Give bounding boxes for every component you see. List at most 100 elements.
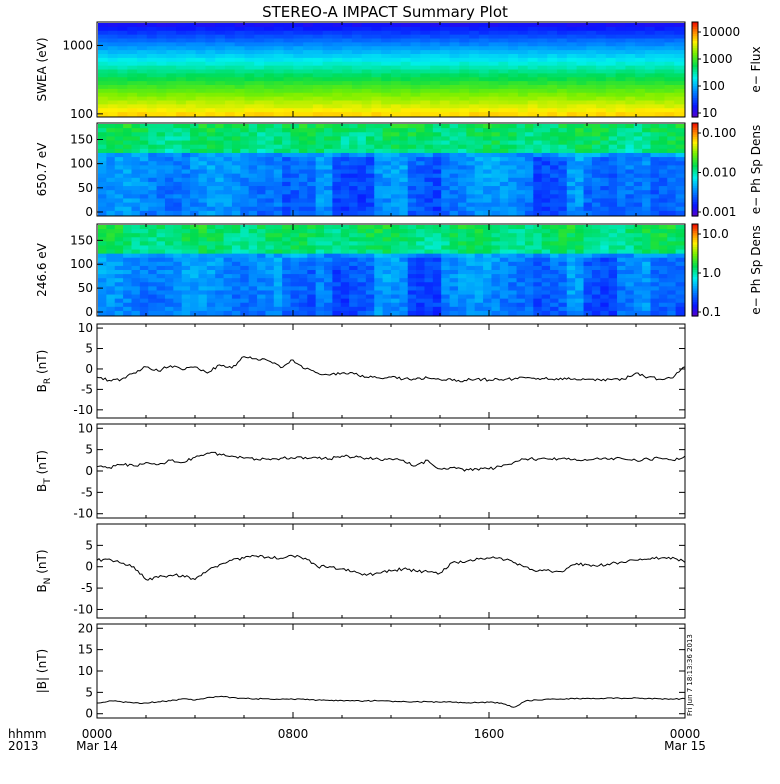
heatmap-cell (642, 210, 652, 216)
heatmap-cell (244, 54, 255, 59)
heatmap-cell (206, 140, 216, 146)
heatmap-cell (315, 245, 325, 251)
heatmap-cell (190, 225, 200, 230)
heatmap-cell (566, 294, 576, 300)
heatmap-cell (265, 237, 275, 242)
heatmap-cell (625, 38, 636, 43)
heatmap-cell (644, 77, 656, 82)
heatmap-cell (139, 241, 149, 247)
heatmap-cell (381, 81, 392, 86)
heatmap-cell (298, 253, 308, 259)
heatmap-cell (407, 190, 417, 195)
heatmap-cell (349, 140, 359, 146)
heatmap-cell (633, 148, 643, 154)
heatmap-cell (474, 169, 484, 175)
heatmap-cell (349, 198, 359, 204)
heatmap-cell (586, 42, 597, 47)
heatmap-cell (600, 229, 610, 234)
heatmap-cell (264, 88, 275, 94)
heatmap-cell (608, 152, 618, 158)
heatmap-cell (498, 108, 509, 113)
heatmap-cell (533, 294, 543, 300)
heatmap-cell (658, 298, 668, 304)
heatmap-cell (547, 61, 558, 67)
heatmap-cell (234, 81, 246, 86)
heatmap-cell (516, 286, 526, 292)
heatmap-cell (667, 233, 677, 238)
heatmap-cell (583, 249, 593, 255)
heatmap-cell (164, 132, 174, 138)
heatmap-cell (508, 46, 519, 51)
heatmap-cell (332, 165, 342, 171)
heatmap-cell (625, 50, 636, 55)
heatmap-cell (583, 165, 593, 171)
heatmap-cell (206, 206, 216, 212)
heatmap-cell (591, 198, 601, 204)
heatmap-cell (416, 157, 426, 162)
heatmap-cell (420, 38, 431, 43)
heatmap-cell (205, 81, 216, 86)
heatmap-cell (349, 310, 359, 316)
heatmap-cell (424, 249, 434, 255)
heatmap-cell (432, 161, 442, 166)
heatmap-cell (399, 152, 409, 158)
heatmap-cell (244, 104, 255, 109)
heatmap-cell (98, 177, 107, 183)
heatmap-cell (654, 96, 666, 102)
heatmap-cell (474, 249, 484, 255)
heatmap-cell (459, 92, 470, 98)
heatmap-cell (642, 225, 652, 230)
heatmap-cell (357, 161, 367, 166)
heatmap-cell (298, 140, 308, 146)
heatmap-cell (410, 104, 421, 109)
colorbar-tick-label: 0.001 (702, 205, 736, 219)
heatmap-cell (198, 233, 208, 238)
heatmap-cell (432, 241, 442, 247)
heatmap-cell (315, 233, 325, 238)
heatmap-cell (164, 210, 174, 216)
heatmap-cell (114, 124, 124, 129)
heatmap-cell (307, 278, 317, 283)
heatmap-cell (459, 42, 470, 47)
heatmap-cell (399, 144, 409, 150)
colorbar-tick-label: 1.0 (702, 266, 721, 280)
heatmap-cell (566, 73, 578, 78)
heatmap-cell (596, 61, 607, 67)
heatmap-cell (374, 286, 384, 292)
heatmap-cell (164, 261, 174, 267)
heatmap-cell (650, 245, 660, 251)
heatmap-cell (600, 298, 610, 304)
heatmap-cell (558, 210, 568, 216)
heatmap-cell (675, 290, 685, 296)
heatmap-cell (633, 306, 643, 312)
heatmap-cell (382, 132, 392, 138)
heatmap-cell (541, 181, 551, 187)
heatmap-cell (625, 210, 635, 216)
heatmap-cell (148, 290, 158, 296)
heatmap-cell (566, 85, 578, 90)
heatmap-cell (391, 310, 400, 316)
heatmap-cell (371, 65, 382, 71)
heatmap-cell (586, 54, 597, 59)
heatmap-cell (265, 241, 275, 247)
heatmap-cell (424, 233, 434, 238)
heatmap-cell (441, 206, 451, 212)
y-axis-label-sub: T (43, 478, 53, 485)
heatmap-cell (240, 206, 250, 212)
heatmap-cell (382, 265, 392, 271)
heatmap-cell (439, 96, 451, 102)
heatmap-cell (131, 206, 141, 212)
heatmap-cell (424, 165, 434, 171)
heatmap-cell (449, 237, 459, 242)
heatmap-cell (107, 30, 119, 36)
heatmap-cell (524, 173, 534, 179)
heatmap-cell (106, 177, 116, 183)
y-axis-label-main: B (35, 384, 49, 392)
heatmap-cell (675, 177, 685, 183)
heatmap-cell (407, 148, 417, 154)
heatmap-cell (605, 104, 617, 109)
heatmap-cell (658, 202, 668, 208)
heatmap-cell (667, 245, 677, 251)
heatmap-cell (416, 140, 426, 146)
heatmap-cell (332, 112, 343, 117)
